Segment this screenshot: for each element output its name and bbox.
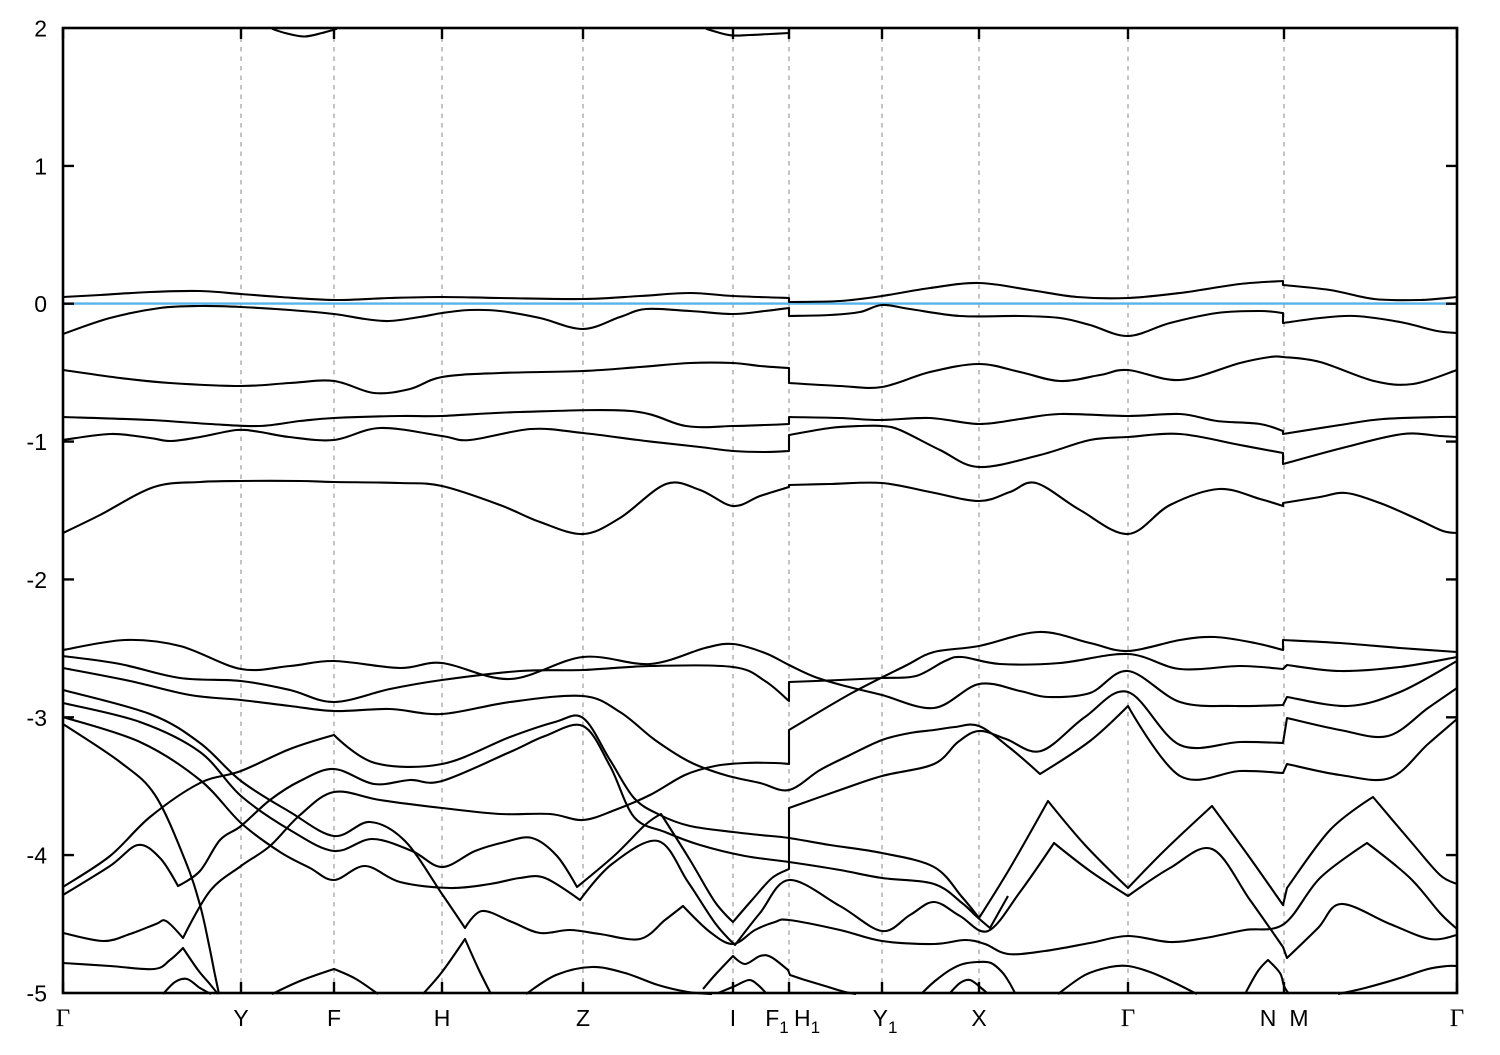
svg-text:H: H bbox=[434, 1005, 451, 1031]
svg-text:Y: Y bbox=[233, 1005, 248, 1031]
svg-text:-1: -1 bbox=[27, 429, 47, 455]
svg-text:2: 2 bbox=[34, 16, 47, 42]
svg-text:0: 0 bbox=[34, 291, 47, 317]
svg-text:N: N bbox=[1260, 1005, 1277, 1031]
svg-text:X: X bbox=[971, 1005, 986, 1031]
svg-text:Γ: Γ bbox=[56, 1005, 70, 1032]
svg-text:Γ: Γ bbox=[1121, 1005, 1135, 1032]
svg-text:-4: -4 bbox=[27, 843, 48, 869]
svg-text:1: 1 bbox=[34, 153, 47, 179]
svg-text:Z: Z bbox=[576, 1005, 590, 1031]
svg-text:F: F bbox=[327, 1005, 341, 1031]
svg-text:Γ: Γ bbox=[1450, 1005, 1464, 1032]
svg-text:M: M bbox=[1289, 1005, 1308, 1031]
svg-text:I: I bbox=[730, 1005, 736, 1031]
svg-text:-3: -3 bbox=[27, 705, 47, 731]
svg-text:-2: -2 bbox=[27, 567, 47, 593]
svg-text:-5: -5 bbox=[27, 981, 47, 1007]
